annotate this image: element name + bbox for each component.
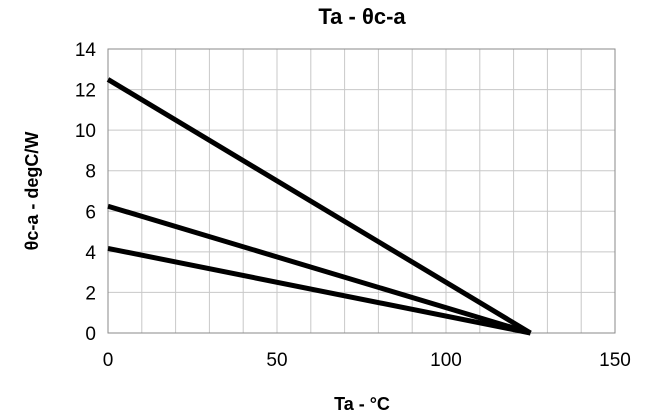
y-tick-label: 6 (85, 202, 96, 223)
x-tick-label: 50 (266, 350, 287, 371)
y-tick-label: 0 (85, 324, 96, 345)
x-tick-label: 150 (599, 350, 631, 371)
series-line-1 (106, 77, 532, 336)
y-tick-label: 2 (85, 283, 96, 304)
y-tick-label: 8 (85, 162, 96, 183)
series-line-3 (107, 245, 531, 336)
plot-frame (107, 48, 616, 334)
y-tick-label: 10 (75, 121, 96, 142)
y-tick-label: 12 (75, 81, 96, 102)
x-axis-label: Ta - °C (334, 394, 390, 414)
x-tick-label: 100 (430, 350, 462, 371)
x-axis-ticks: 0 50 100 150 (103, 350, 631, 371)
y-tick-label: 4 (85, 243, 96, 264)
y-axis-label: θc-a - degC/W (22, 132, 42, 251)
y-axis-ticks: 0 2 4 6 8 10 12 14 (75, 40, 97, 345)
grid (108, 49, 615, 333)
x-tick-label: 0 (103, 350, 114, 371)
series-lines (106, 77, 532, 336)
chart-title: Ta - θc-a (318, 4, 406, 29)
y-tick-label: 14 (75, 40, 97, 61)
series-line-2 (107, 203, 532, 336)
